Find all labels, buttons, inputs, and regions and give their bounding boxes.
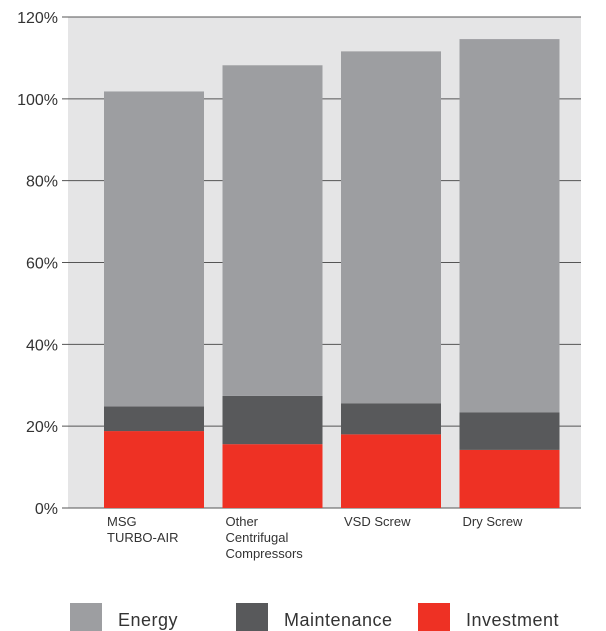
legend-swatch-investment [418,603,450,631]
y-tick-label: 80% [26,174,58,191]
y-tick-label: 40% [26,337,58,354]
y-tick-label: 0% [35,501,58,518]
bar-segment-maintenance [104,406,204,432]
y-axis-ticks: 0% 20% 40% 60% 80% 100% 120% [17,10,58,518]
y-tick-label: 120% [17,10,58,27]
bar-segment-energy [222,65,323,396]
bar-segment-investment [341,434,441,508]
bar-segment-maintenance [459,412,560,450]
y-tick-label: 100% [17,92,58,109]
bar-segment-investment [104,431,204,508]
bar-segment-energy [459,39,560,413]
legend-label-energy: Energy [118,610,178,630]
bar-segment-energy [341,51,441,404]
x-axis-categories: MSG TURBO-AIR Other Centrifugal Compressors V… [107,514,523,561]
legend-swatch-energy [70,603,102,631]
y-tick-label: 60% [26,256,58,273]
legend-swatch-maintenance [236,603,268,631]
legend-label-investment: Investment [466,610,559,630]
bar-segment-energy [104,91,204,407]
legend-label-maintenance: Maintenance [284,610,393,630]
legend: Energy Maintenance Investment [70,603,559,631]
bar-segment-investment [459,449,560,508]
x-category-label: Other Centrifugal Compressors [226,514,304,561]
bar-segment-maintenance [222,395,323,445]
x-category-label: Dry Screw [463,514,524,529]
bars [104,39,560,508]
bar-segment-maintenance [341,403,441,435]
x-category-label: VSD Screw [344,514,411,529]
bar-segment-investment [222,444,323,508]
x-category-label: MSG TURBO-AIR [107,514,179,545]
y-tick-label: 20% [26,419,58,436]
